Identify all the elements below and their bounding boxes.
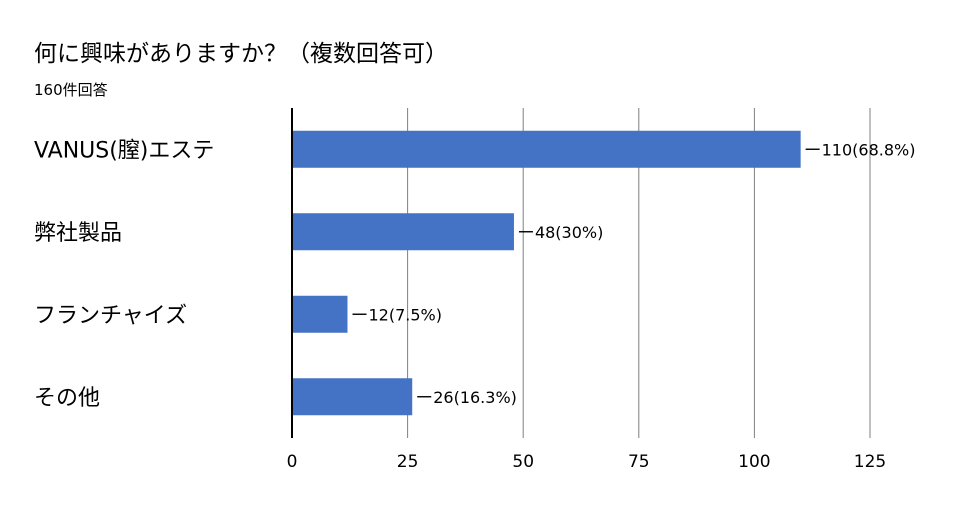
x-tick-label: 75 [628, 452, 650, 472]
category-label: 弊社製品 [34, 221, 122, 246]
bars [292, 130, 801, 416]
x-tick-labels: 0 25 50 75 100 125 [287, 452, 887, 472]
response-count: 160件回答 [34, 81, 108, 99]
category-label: VANUS(膣)エステ [34, 138, 214, 163]
data-label: 12(7.5%) [368, 305, 442, 324]
category-label: その他 [34, 386, 100, 411]
bar [292, 378, 413, 416]
bar [292, 130, 801, 168]
x-tick-label: 125 [854, 452, 886, 472]
x-tick-label: 100 [738, 452, 770, 472]
category-label: フランチャイズ [34, 303, 187, 328]
x-tick-label: 0 [287, 452, 298, 472]
bar [292, 295, 348, 333]
data-label: 48(30%) [535, 223, 603, 242]
data-label: 26(16.3%) [433, 388, 517, 407]
x-tick-label: 50 [512, 452, 534, 472]
chart-title: 何に興味がありますか？（複数回答可） [34, 41, 448, 67]
data-labels: 110(68.8%) 48(30%) 12(7.5%) 26(16.3%) [352, 140, 915, 407]
bar [292, 213, 514, 251]
x-tick-label: 25 [397, 452, 419, 472]
data-label: 110(68.8%) [822, 140, 916, 159]
